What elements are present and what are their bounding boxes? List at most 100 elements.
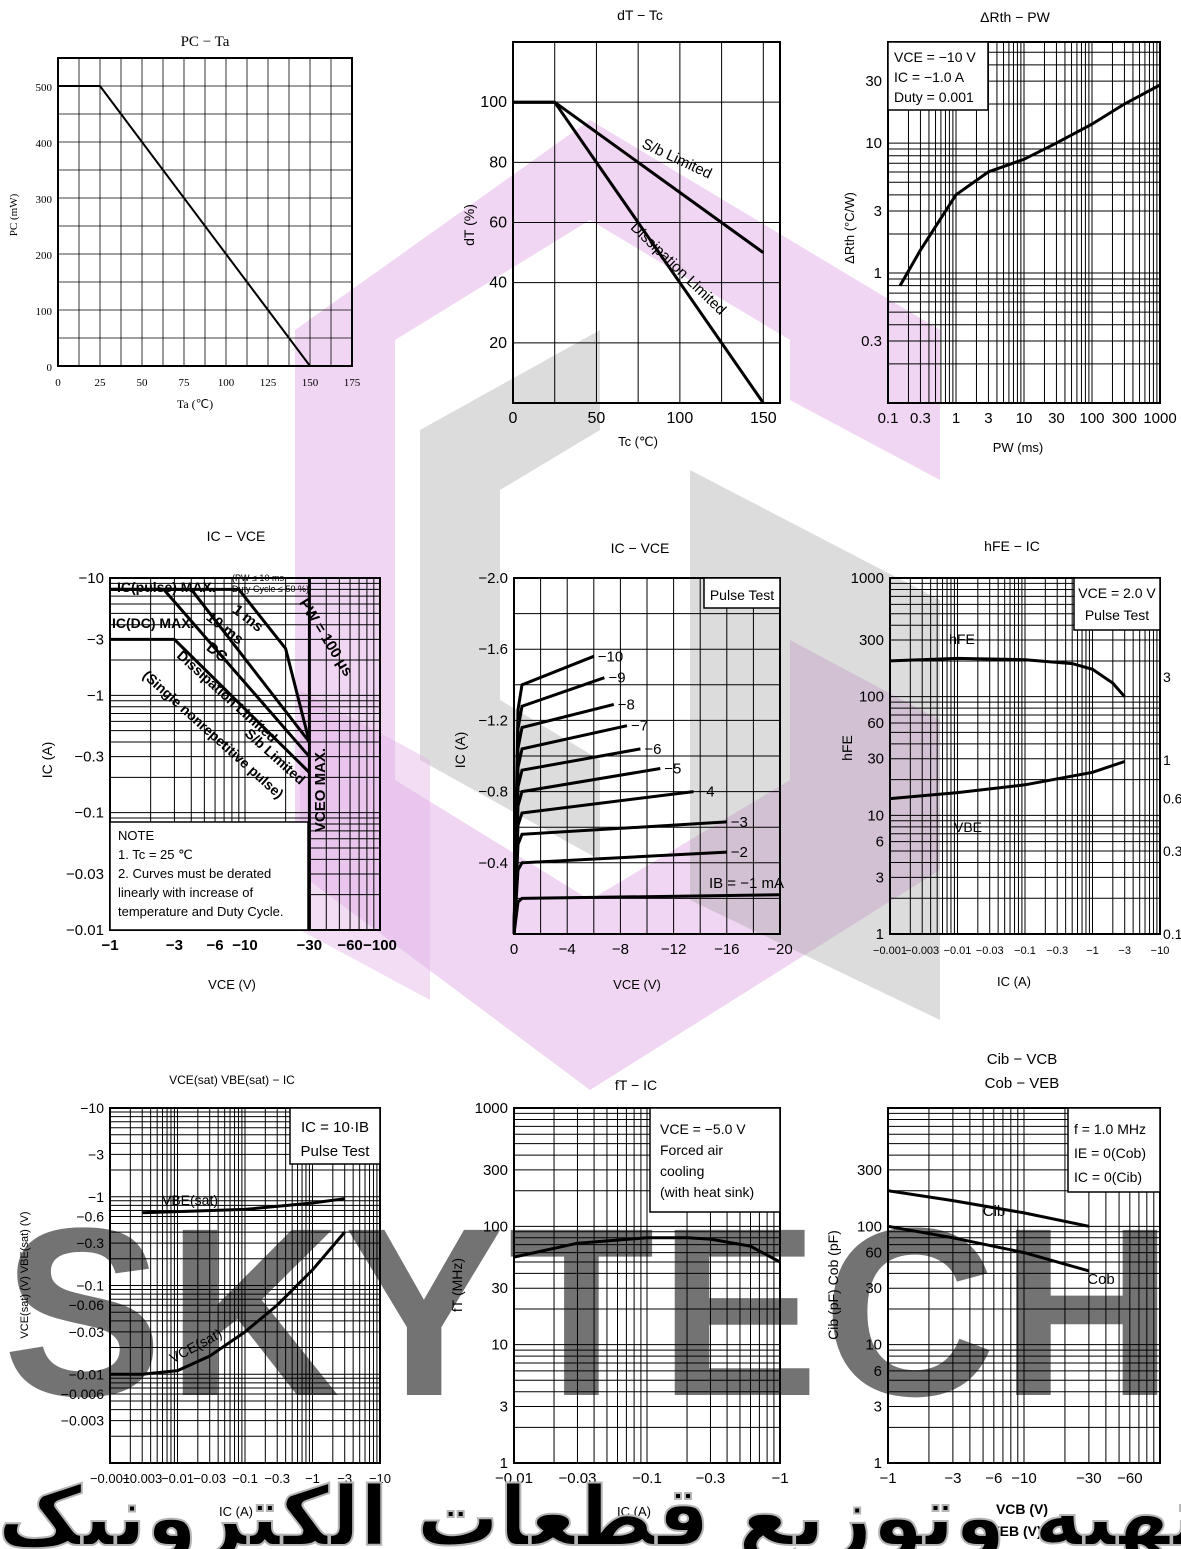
condition-line: (with heat sink) <box>660 1184 754 1200</box>
x-tick-label: −0.03 <box>558 1470 596 1487</box>
x-tick-label: −10 <box>232 937 257 954</box>
condition-annotation-line: VCE = −10 V <box>894 49 976 65</box>
x-tick-label: 150 <box>302 377 319 389</box>
series-label: VBE <box>954 819 982 835</box>
ib-curve-label: −4 <box>698 784 715 801</box>
y-tick-label: 0.3 <box>861 333 882 350</box>
x-tick-label: 0.1 <box>878 410 899 427</box>
condition-line: Pulse Test <box>1085 607 1149 623</box>
series-label: Cib <box>983 1203 1006 1220</box>
soa-boundary-line <box>110 587 311 758</box>
condition-line: IE = 0(Cob) <box>1074 1145 1146 1161</box>
y-tick-label: 100 <box>857 1218 882 1235</box>
x-tick-label: 175 <box>344 377 361 389</box>
ib-curve-label: −9 <box>608 670 625 687</box>
chart-hfe-ic: −0.001−0.003 −0.01 −0.03 −0.1 −0.3 −1 −3 −10 1 3 6… <box>839 538 1181 989</box>
plot-frame <box>887 41 1161 404</box>
soa-label: IC(DC) MAX. <box>112 615 194 631</box>
ft-curve <box>513 1236 781 1264</box>
y-axis-label: fT (MHz) <box>449 1258 465 1312</box>
x-tick-label: −0.1 <box>1014 945 1036 957</box>
series-label: Cob <box>1087 1271 1115 1288</box>
y-tick-label: −0.03 <box>66 866 104 883</box>
condition-box <box>1067 1107 1161 1193</box>
y-tick-label: −10 <box>79 570 104 587</box>
condition-line: cooling <box>660 1163 704 1179</box>
y-tick-label: 3 <box>874 1399 882 1416</box>
x-tick-label: 150 <box>750 410 777 427</box>
y-tick-label: 400 <box>36 138 53 150</box>
x-axis-label: VCE (V) <box>208 977 256 992</box>
plot-frame <box>889 577 1161 935</box>
y-tick-label: −1.2 <box>478 712 508 729</box>
y-tick-label: 6 <box>876 834 884 851</box>
y-tick-label: −0.03 <box>69 1324 105 1340</box>
y-tick-label: 1000 <box>851 570 884 587</box>
x-tick-label: −60 <box>1117 1470 1142 1487</box>
x-tick-label: −10 <box>369 1471 391 1486</box>
ib-curve-label: −8 <box>618 696 635 713</box>
y-tick-label: −0.006 <box>61 1386 104 1402</box>
x-axis-label: PW (ms) <box>993 440 1044 455</box>
x-tick-label: −16 <box>714 941 739 958</box>
x-tick-label: 0 <box>55 377 61 389</box>
logo-hexagon-shape <box>295 120 940 1090</box>
chart-subtitle: Cob − VEB <box>985 1075 1060 1092</box>
plot-frame <box>109 1107 381 1464</box>
x-tick-label: 1 <box>952 410 960 427</box>
chart-title: hFE − IC <box>984 538 1040 554</box>
rth-curve <box>898 83 1161 287</box>
ib-curve-label: −5 <box>664 760 681 777</box>
y-tick-label: −1.6 <box>478 641 508 658</box>
sat-curve <box>142 1197 345 1215</box>
condition-line: VCE = 2.0 V <box>1078 585 1156 601</box>
capacitance-curve <box>887 1224 1090 1273</box>
y-tick-label: 100 <box>859 689 884 706</box>
x-tick-label: 300 <box>1112 410 1137 427</box>
x-tick-label: 25 <box>95 377 107 389</box>
plot-frame <box>513 577 781 935</box>
x-tick-label: 50 <box>137 377 149 389</box>
y-tick-label: −0.6 <box>76 1208 104 1224</box>
series-line <box>513 100 765 404</box>
x-tick-label: 100 <box>667 410 694 427</box>
condition-annotation-box <box>887 41 989 111</box>
y-axis-label: dT (%) <box>461 204 477 246</box>
x-tick-label: −1 <box>879 1470 896 1487</box>
logo-left-shape <box>300 690 430 1000</box>
x-tick-label: −0.03 <box>976 945 1004 957</box>
x-tick-label: −3 <box>944 1470 961 1487</box>
x-axis-label-secondary: VEB (V) <box>990 1523 1041 1539</box>
chart-title: fT − IC <box>615 1077 657 1093</box>
y-tick-label: 30 <box>491 1280 508 1297</box>
y-tick-label: 1 <box>874 265 882 282</box>
x-tick-label: −4 <box>559 941 576 958</box>
chart-capacitance: −1 −3 −6 −10 −30 −60 1 3 6 10 30 60 100 300 Cib Cob f = … <box>825 1051 1161 1539</box>
x-tick-label: −0.001 <box>90 1471 130 1486</box>
x-tick-label: −1 <box>101 937 118 954</box>
right-tick-label: 0.1 <box>1163 926 1181 942</box>
y-tick-label: −1 <box>87 687 104 704</box>
series-label: VBE(sat) <box>162 1192 218 1208</box>
y-tick-label: 6 <box>874 1363 882 1380</box>
x-tick-label: −0.01 <box>161 1471 194 1486</box>
note-line: temperature and Duty Cycle. <box>118 904 283 919</box>
x-tick-label: −0.1 <box>232 1471 258 1486</box>
x-tick-label: 50 <box>588 410 606 427</box>
y-tick-label: 1 <box>876 926 884 943</box>
y-axis-label: PC (mW) <box>8 193 20 236</box>
chart-title: Cib − VCB <box>987 1051 1057 1068</box>
pulse-test-box <box>703 577 781 609</box>
ib-curve-label: IB = −1 mA <box>709 875 784 892</box>
y-tick-label: 60 <box>867 715 884 732</box>
y-tick-label: −1 <box>88 1189 104 1205</box>
note-line: 1. Tc = 25 ℃ <box>118 847 193 862</box>
x-tick-label: −20 <box>767 941 792 958</box>
note-line: NOTE <box>118 828 154 843</box>
y-tick-label: −2.0 <box>478 570 508 587</box>
y-axis-label: IC (A) <box>452 732 468 769</box>
series-label: hFE <box>949 631 975 647</box>
x-tick-label: 125 <box>260 377 277 389</box>
x-tick-label: −0.3 <box>264 1471 290 1486</box>
